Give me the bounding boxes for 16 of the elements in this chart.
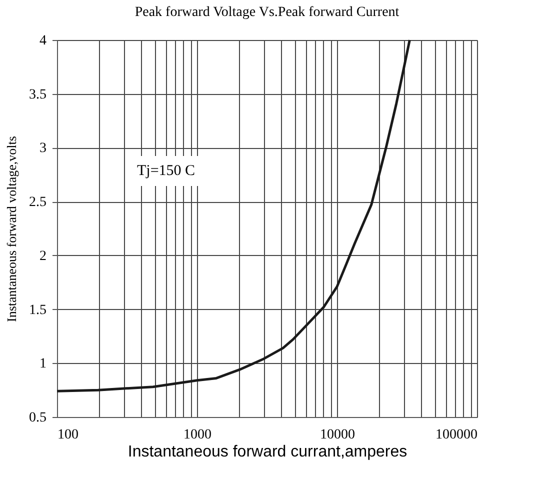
x-tick-label: 10000 (320, 428, 355, 442)
y-tick-label: 4 (40, 34, 46, 48)
y-tick-label: 2 (40, 248, 46, 264)
y-tick-label: 0.5 (29, 410, 46, 426)
y-tick-label: 2.5 (29, 195, 46, 210)
y-tick-label: 3 (40, 141, 46, 156)
x-tick-label: 1000 (184, 428, 212, 442)
y-axis-title: Instantaneous forward voltage,volts (4, 136, 19, 322)
x-axis-title: Instantaneous forward currant,amperes (128, 444, 408, 460)
y-tick-label: 1 (40, 356, 46, 372)
chart-title: Peak forward Voltage Vs.Peak forward Current (134, 5, 400, 20)
x-tick-label: 100000 (436, 428, 478, 442)
x-tick-label: 100 (58, 428, 78, 442)
annotation: Tj=150 C (137, 163, 196, 179)
y-tick-label: 3.5 (29, 87, 46, 102)
y-tick-label: 1.5 (29, 302, 46, 318)
